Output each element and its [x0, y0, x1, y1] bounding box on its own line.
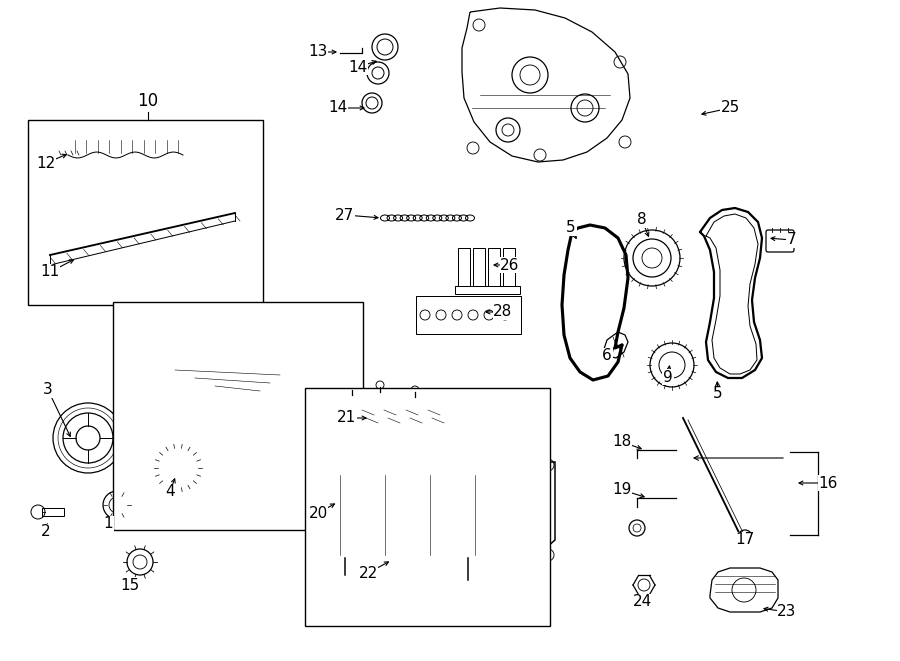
Bar	[28, 120, 263, 305]
Bar	[113, 302, 363, 530]
Text: 28: 28	[493, 305, 513, 319]
Text: 5: 5	[566, 221, 576, 235]
Text: 14: 14	[328, 100, 347, 116]
Text: 17: 17	[735, 533, 754, 547]
Text: 11: 11	[40, 264, 59, 280]
Text: 4: 4	[166, 485, 175, 500]
Bar	[455, 286, 520, 294]
Text: 3: 3	[43, 383, 53, 397]
Text: 26: 26	[500, 258, 519, 272]
Text: 9: 9	[663, 369, 673, 385]
Text: 27: 27	[336, 208, 355, 223]
Text: 7: 7	[788, 233, 796, 247]
Text: 22: 22	[358, 566, 378, 580]
Bar	[305, 388, 550, 626]
Text: 15: 15	[121, 578, 140, 592]
Text: 13: 13	[309, 44, 328, 59]
Text: 1: 1	[104, 516, 112, 531]
Text: 24: 24	[634, 594, 652, 609]
Bar	[416, 296, 521, 334]
Text: 19: 19	[612, 483, 632, 498]
Text: 12: 12	[36, 155, 56, 171]
Text: 20: 20	[309, 506, 328, 520]
Bar	[458, 248, 470, 286]
Bar	[488, 248, 500, 286]
Bar	[326, 468, 546, 556]
Text: 18: 18	[612, 434, 632, 449]
Text: 21: 21	[338, 410, 356, 426]
Text: 8: 8	[637, 212, 647, 227]
Text: 23: 23	[778, 605, 796, 619]
Bar	[503, 248, 515, 286]
Text: 16: 16	[818, 475, 838, 490]
Text: 6: 6	[602, 348, 612, 364]
Bar	[42, 508, 64, 516]
Text: 5: 5	[713, 387, 723, 401]
Text: 2: 2	[41, 524, 50, 539]
Text: 25: 25	[720, 100, 740, 116]
Text: 14: 14	[348, 59, 367, 75]
Bar	[473, 248, 485, 286]
Text: 10: 10	[138, 92, 158, 110]
